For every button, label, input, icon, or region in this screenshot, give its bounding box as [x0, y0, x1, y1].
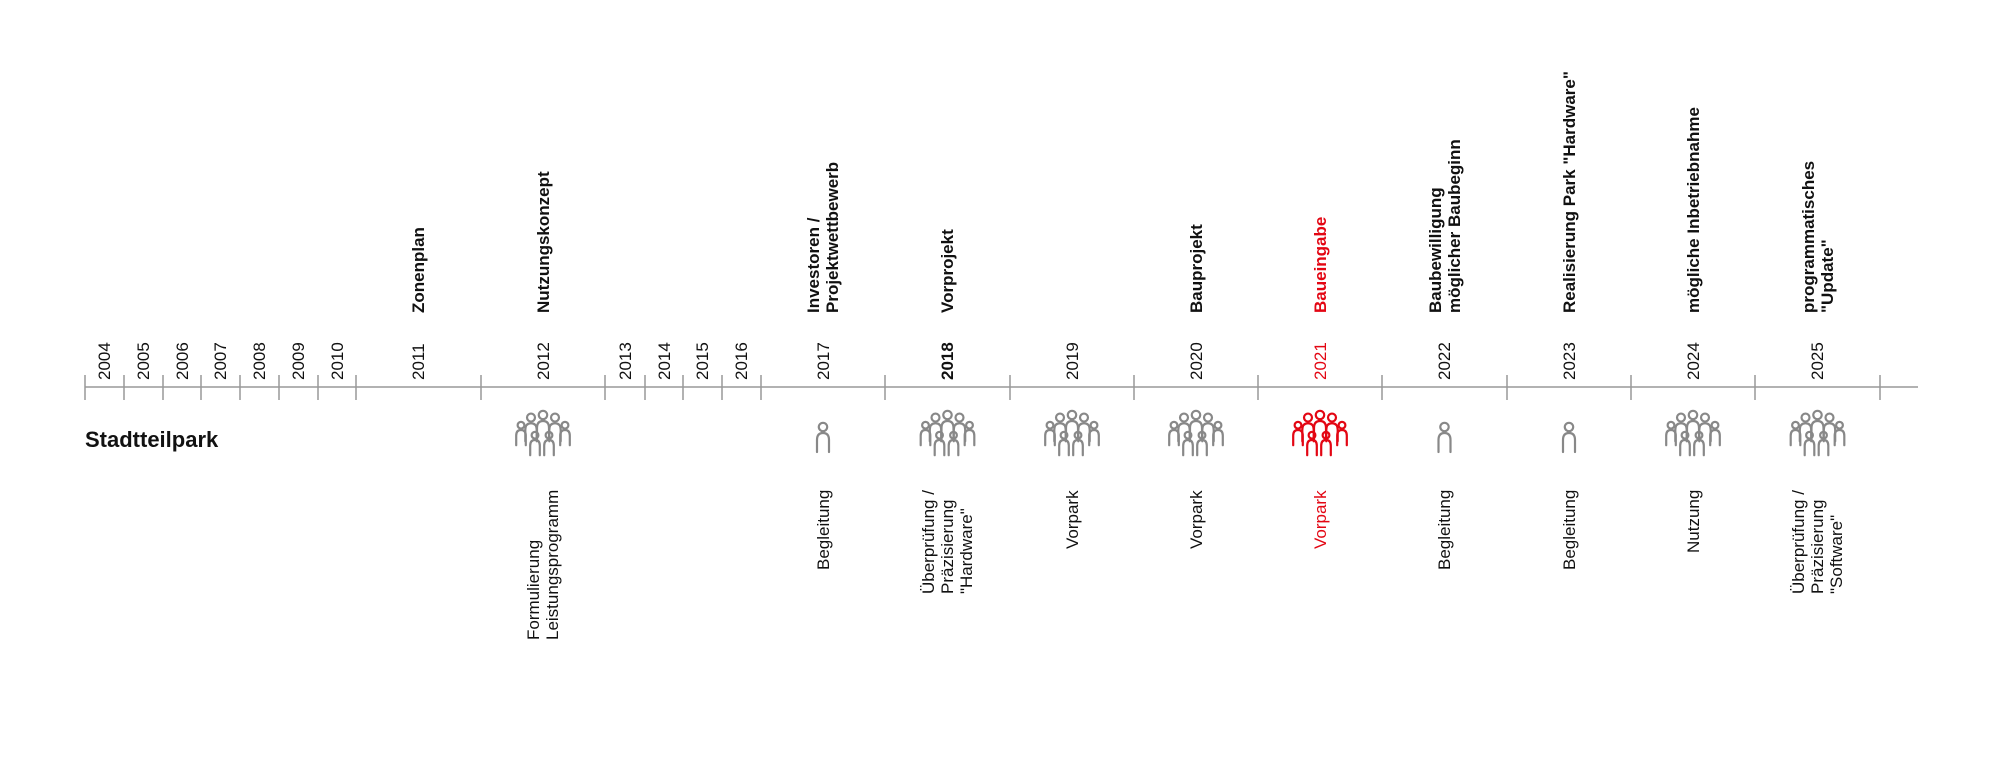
milestone-label: Zonenplan [409, 227, 428, 313]
group-icon [1292, 409, 1348, 457]
group-icon [919, 409, 976, 457]
year-label: 2021 [1310, 342, 1330, 380]
year-label: 2019 [1062, 342, 1082, 380]
year-label: 2022 [1435, 342, 1454, 380]
activity-label: Überprüfung / Präzisierung "Software" [1789, 490, 1846, 594]
year-label: 2023 [1559, 342, 1579, 380]
group-icon [1044, 409, 1100, 457]
person-icon [1437, 421, 1452, 454]
year-label: 2011 [409, 343, 428, 380]
year-label: 2009 [289, 342, 308, 380]
year-label: 2016 [732, 342, 751, 380]
year-label: 2025 [1808, 342, 1827, 380]
group-icon [1789, 409, 1846, 457]
activity-label: Begleitung [1559, 489, 1579, 570]
milestone-label: Investoren / Projektwettbewerb [804, 161, 842, 313]
group-icon [1168, 409, 1224, 457]
year-label: 2006 [172, 342, 192, 380]
year-label: 2018 [938, 342, 957, 380]
year-label: 2015 [693, 342, 712, 380]
group-icon [515, 409, 571, 457]
milestone-label: Baubewilligung möglicher Baubeginn [1425, 139, 1464, 313]
person-icon [1561, 421, 1577, 454]
year-label: 2020 [1186, 342, 1206, 380]
person-icon [815, 421, 831, 454]
year-label: 2004 [95, 342, 114, 380]
year-label: 2012 [533, 342, 553, 380]
milestone-label: programmatisches "Update" [1798, 160, 1837, 313]
year-label: 2008 [250, 342, 269, 380]
activity-label: Formulierung Leistungsprogramm [524, 489, 562, 640]
year-label: 2010 [327, 342, 347, 380]
year-label: 2013 [615, 342, 635, 380]
year-label: 2014 [654, 342, 674, 380]
milestone-label: Baueingabe [1310, 216, 1330, 313]
group-icon [1665, 409, 1721, 457]
activity-label: Vorpark [1186, 490, 1206, 549]
year-label: 2007 [211, 342, 230, 380]
activity-label: Nutzung [1683, 489, 1703, 553]
milestone-label: Realisierung Park "Hardware" [1559, 71, 1579, 313]
milestone-label: Vorprojekt [938, 229, 957, 313]
row-label: Stadtteilpark [85, 427, 219, 452]
milestone-label: Bauprojekt [1186, 224, 1206, 313]
activity-label: Vorpark [1310, 490, 1330, 549]
activity-label: Vorpark [1062, 490, 1082, 549]
year-label: 2017 [813, 342, 833, 380]
activity-label: Begleitung [1435, 489, 1454, 570]
year-label: 2005 [134, 342, 153, 380]
activity-label: Überprüfung / Präzisierung "Hardware" [919, 490, 976, 594]
milestone-label: mögliche Inbetriebnahme [1683, 107, 1703, 313]
activity-label: Begleitung [813, 489, 833, 570]
year-label: 2024 [1683, 342, 1703, 380]
milestone-label: Nutzungskonzept [533, 171, 553, 313]
